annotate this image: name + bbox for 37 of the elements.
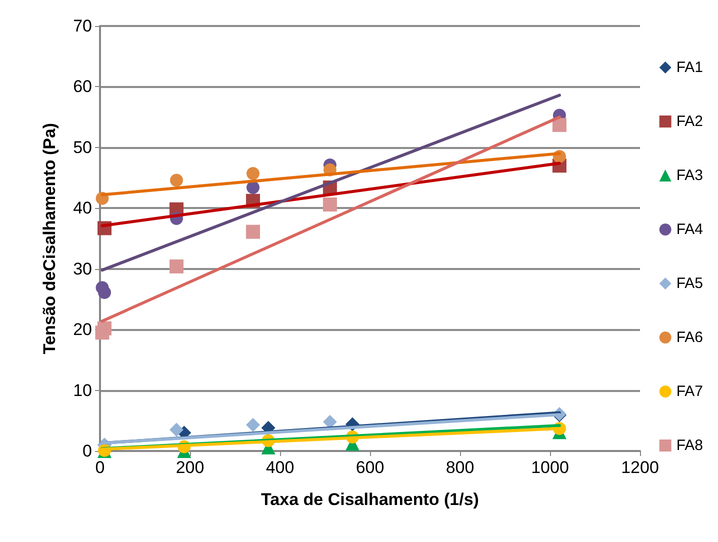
x-tick-label: 600 <box>356 458 384 477</box>
point <box>170 174 183 187</box>
y-tick-label: 30 <box>73 259 92 278</box>
point <box>246 181 260 194</box>
y-tick-label: 60 <box>73 77 92 96</box>
x-tick-label: 800 <box>446 458 474 477</box>
y-axis-title: Tensão deCisalhamento (Pa) <box>40 122 59 354</box>
y-tick-label: 40 <box>73 198 92 218</box>
point <box>98 286 111 300</box>
x-tick-label: 200 <box>176 458 204 477</box>
y-tick-label: 70 <box>73 16 92 36</box>
point <box>246 167 260 180</box>
legend-label: FA3 <box>676 167 704 184</box>
y-tick-label: 20 <box>73 320 92 340</box>
point <box>170 259 184 274</box>
legend-label: FA4 <box>676 221 704 238</box>
legend-label: FA6 <box>676 329 704 346</box>
x-axis-title: Taxa de Cisalhamento (1/s) <box>261 490 479 509</box>
y-tick-label: 10 <box>73 380 92 400</box>
point <box>246 224 260 239</box>
point <box>98 321 112 336</box>
x-tick-label: 1000 <box>531 458 569 477</box>
legend-label: FA1 <box>676 59 704 76</box>
x-tick-label: 0 <box>95 458 105 477</box>
point <box>322 198 337 212</box>
legend-label: FA8 <box>676 437 704 454</box>
legend-label: FA2 <box>676 113 704 130</box>
point <box>552 118 566 132</box>
point <box>170 422 184 437</box>
x-tick-label: 1200 <box>621 458 659 477</box>
x-tick-label: 400 <box>266 458 294 477</box>
legend-label: FA7 <box>676 383 704 400</box>
y-tick-label: 50 <box>73 138 92 157</box>
point <box>322 414 337 429</box>
y-tick-label: 0 <box>82 442 92 460</box>
legend-label: FA5 <box>676 275 704 292</box>
point <box>246 418 260 432</box>
